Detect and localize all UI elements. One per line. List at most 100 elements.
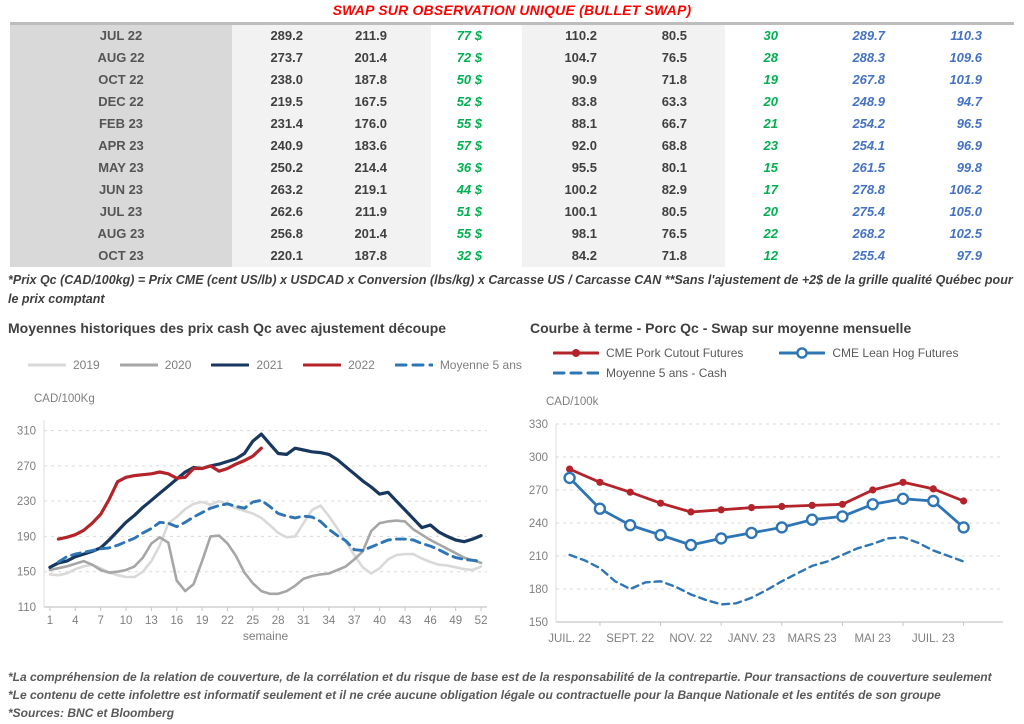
svg-text:49: 49 <box>449 615 462 627</box>
row-value: 254.1 <box>852 138 885 153</box>
row-value: 96.5 <box>956 116 982 131</box>
svg-text:JANV. 23: JANV. 23 <box>728 633 776 645</box>
footnote-line: *Sources: BNC et Bloomberg <box>8 706 175 720</box>
svg-text:310: 310 <box>17 426 36 438</box>
forward-curve-chart-legend: CME Pork Cutout Futures CME Lean Hog Futu… <box>553 346 1005 380</box>
row-value: 55 $ <box>456 226 482 241</box>
legend-line-sample <box>553 349 599 357</box>
row-value: 52 $ <box>456 94 482 109</box>
row-value: 288.3 <box>852 50 885 65</box>
row-value: 22 <box>763 226 778 241</box>
svg-text:270: 270 <box>17 461 36 473</box>
row-month-label: DEC 22 <box>10 91 232 113</box>
table-row: APR 23 240.9 183.6 57 $ 92.0 68.8 23 254.1 96.9 <box>10 135 1014 157</box>
table-row: JUL 22 289.2 211.9 77 $ 110.2 80.5 30 289.7 110.… <box>10 25 1014 47</box>
row-value: 19 <box>763 72 778 87</box>
row-value: 88.1 <box>522 113 625 135</box>
row-value: 183.6 <box>330 135 431 157</box>
legend-item: 2019 <box>28 358 100 372</box>
row-value: 71.8 <box>625 245 725 267</box>
row-month-label: AUG 23 <box>10 223 232 245</box>
row-value: 80.5 <box>625 201 725 223</box>
svg-text:7: 7 <box>97 615 103 627</box>
row-value: 275.4 <box>852 204 885 219</box>
legend-item: Moyenne 5 ans - Cash <box>553 366 727 380</box>
row-value: 254.2 <box>852 116 885 131</box>
row-value: 28 <box>763 50 778 65</box>
row-value: 82.9 <box>625 179 725 201</box>
row-value: 96.9 <box>956 138 982 153</box>
page-title: SWAP SUR OBSERVATION UNIQUE (BULLET SWAP… <box>332 2 692 18</box>
row-value: 214.4 <box>330 157 431 179</box>
svg-text:52: 52 <box>475 615 488 627</box>
row-value: 68.8 <box>625 135 725 157</box>
legend-item: Moyenne 5 ans <box>394 358 522 372</box>
row-value: 21 <box>763 116 778 131</box>
svg-text:210: 210 <box>529 551 548 563</box>
row-value: 50 $ <box>456 72 482 87</box>
row-month-label: JUL 22 <box>10 25 232 47</box>
row-value: 104.7 <box>522 47 625 69</box>
row-value: 32 $ <box>456 248 482 263</box>
row-value: 80.5 <box>625 25 725 47</box>
legend-line-sample <box>28 363 66 367</box>
row-value: 167.5 <box>330 91 431 113</box>
legend-label: 2020 <box>164 358 192 372</box>
row-value: 267.8 <box>852 72 885 87</box>
legend-label: 2019 <box>73 358 100 372</box>
row-value: 100.2 <box>522 179 625 201</box>
row-value: 20 <box>763 94 778 109</box>
svg-text:46: 46 <box>424 615 437 627</box>
historical-chart-title: Moyennes historiques des prix cash Qc av… <box>8 320 447 336</box>
svg-text:NOV. 22: NOV. 22 <box>669 633 712 645</box>
svg-text:MARS 23: MARS 23 <box>787 633 836 645</box>
svg-text:180: 180 <box>529 584 548 596</box>
row-value: 289.2 <box>232 25 330 47</box>
row-value: 238.0 <box>232 69 330 91</box>
table-row: JUN 23 263.2 219.1 44 $ 100.2 82.9 17 278.8 106.… <box>10 179 1014 201</box>
row-value: 94.7 <box>956 94 982 109</box>
table-row: OCT 22 238.0 187.8 50 $ 90.9 71.8 19 267.8 101.9 <box>10 69 1014 91</box>
svg-text:34: 34 <box>323 615 336 627</box>
historical-chart-y-axis-label: CAD/100Kg <box>34 393 95 405</box>
row-value: 84.2 <box>522 245 625 267</box>
footnote-line: *La compréhension de la relation de couv… <box>8 670 992 684</box>
row-value: 231.4 <box>232 113 330 135</box>
row-value: 211.9 <box>330 25 431 47</box>
svg-text:13: 13 <box>145 615 158 627</box>
svg-text:190: 190 <box>17 531 36 543</box>
row-value: 219.1 <box>330 179 431 201</box>
table-row: OCT 23 220.1 187.8 32 $ 84.2 71.8 12 255.4 97.9 <box>10 245 1014 267</box>
row-value: 76.5 <box>625 47 725 69</box>
svg-text:28: 28 <box>272 615 285 627</box>
svg-text:JUIL. 22: JUIL. 22 <box>548 633 591 645</box>
legend-label: 2021 <box>256 358 284 372</box>
row-value: 289.7 <box>852 28 885 43</box>
historical-prices-chart: 110 150 190 230 270 310 1 4 7 10 13 16 19 22 25 28 31 34 3… <box>17 420 488 643</box>
table-row: MAY 23 250.2 214.4 36 $ 95.5 80.1 15 261.5 99.8 <box>10 157 1014 179</box>
forward-curve-chart: 150 180 210 240 270 300 330 JUIL. 22 SEPT. 22 NOV… <box>529 419 1003 645</box>
svg-text:19: 19 <box>196 615 209 627</box>
svg-text:4: 4 <box>72 615 79 627</box>
row-month-label: JUN 23 <box>10 179 232 201</box>
svg-text:22: 22 <box>221 615 234 627</box>
legend-item: CME Lean Hog Futures <box>779 346 958 360</box>
row-value: 256.8 <box>232 223 330 245</box>
row-value: 44 $ <box>456 182 482 197</box>
row-value: 23 <box>763 138 778 153</box>
legend-line-sample <box>394 363 433 367</box>
row-value: 36 $ <box>456 160 482 175</box>
row-value: 278.8 <box>852 182 885 197</box>
row-value: 97.9 <box>956 248 982 263</box>
table-row: AUG 23 256.8 201.4 55 $ 98.1 76.5 22 268.2 102.5 <box>10 223 1014 245</box>
row-month-label: OCT 22 <box>10 69 232 91</box>
svg-text:1: 1 <box>47 615 53 627</box>
row-value: 273.7 <box>232 47 330 69</box>
legend-label: Moyenne 5 ans - Cash <box>606 366 727 380</box>
legend-item: 2022 <box>303 358 375 372</box>
row-value: 92.0 <box>522 135 625 157</box>
svg-text:43: 43 <box>399 615 412 627</box>
row-month-label: APR 23 <box>10 135 232 157</box>
legend-line-sample <box>211 363 250 367</box>
svg-text:31: 31 <box>297 615 310 627</box>
